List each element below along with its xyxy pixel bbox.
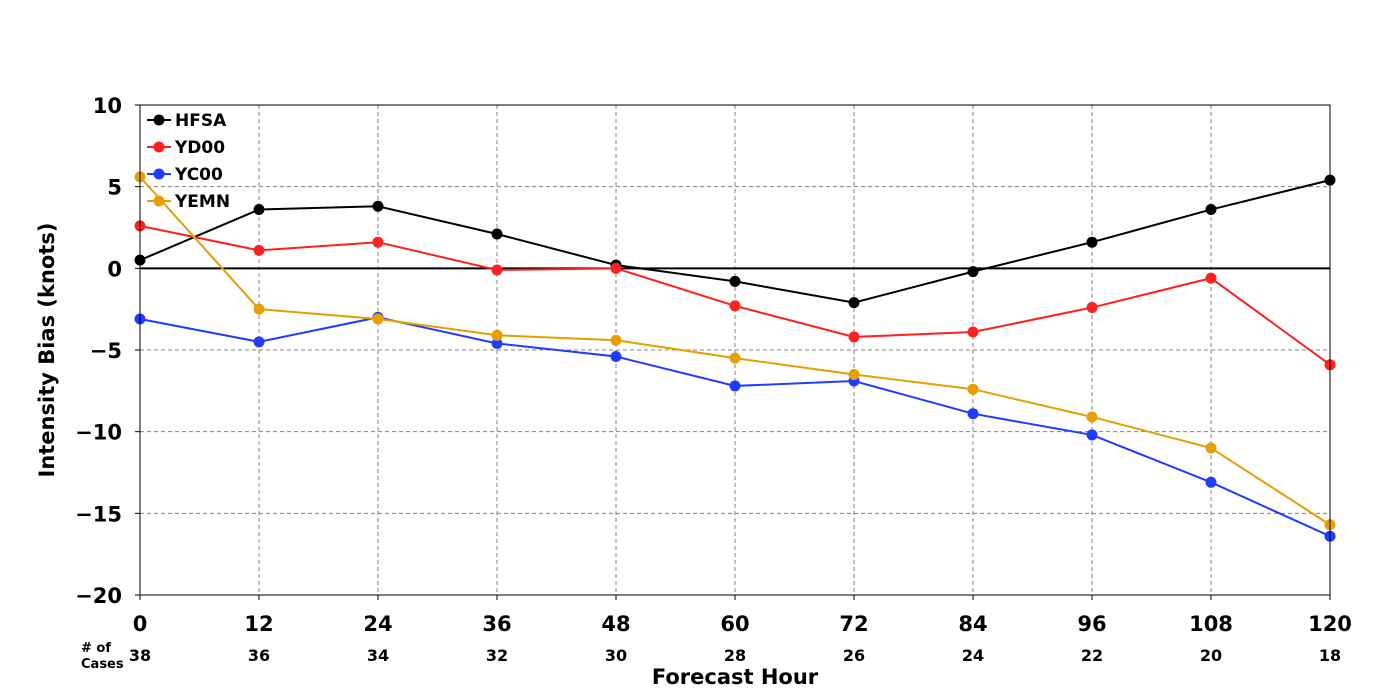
legend-label: YD00 xyxy=(174,138,225,158)
y-tick-label: −20 xyxy=(75,584,122,608)
x-tick-label: 96 xyxy=(1077,612,1106,636)
x-tick-label: 84 xyxy=(958,612,987,636)
data-point xyxy=(491,264,503,276)
data-point xyxy=(967,266,979,278)
data-point xyxy=(729,275,741,287)
x-tick-label: 120 xyxy=(1308,612,1352,636)
case-count-label: 26 xyxy=(843,646,865,665)
y-axis-title: Intensity Bias (knots) xyxy=(35,223,59,478)
y-tick-label: 10 xyxy=(93,94,122,118)
x-tick-label: 48 xyxy=(601,612,630,636)
data-point xyxy=(848,369,860,380)
data-point xyxy=(1086,429,1098,441)
data-point xyxy=(1086,236,1098,248)
data-point xyxy=(967,408,979,420)
data-point xyxy=(1205,476,1217,488)
legend-marker xyxy=(153,168,165,180)
x-tick-label: 36 xyxy=(482,612,511,636)
case-count-label: 20 xyxy=(1200,646,1222,665)
case-count-label: 34 xyxy=(367,646,389,665)
data-point xyxy=(1205,272,1217,284)
x-axis-ticks: 0 12 24 36 48 60 72 84 96 108 120 xyxy=(133,595,1352,636)
data-point xyxy=(967,383,979,395)
x-tick-label: 72 xyxy=(839,612,868,636)
data-point xyxy=(491,329,503,341)
case-count-label: 32 xyxy=(486,646,508,665)
series-group xyxy=(134,171,1336,542)
data-point xyxy=(1205,204,1217,216)
case-count-label: 28 xyxy=(724,646,746,665)
legend-label: YC00 xyxy=(174,165,223,185)
legend-label: HFSA xyxy=(175,111,227,131)
cases-row: # of Cases 38 36 34 32 30 28 26 24 22 20 18 xyxy=(81,641,1341,672)
y-tick-label: 5 xyxy=(107,176,122,200)
data-point xyxy=(729,380,741,392)
legend: HFSA YD00 YC00 YEMN xyxy=(147,111,230,212)
legend-label: YEMN xyxy=(174,192,230,212)
y-tick-label: −10 xyxy=(75,421,122,445)
data-point xyxy=(1205,442,1217,454)
data-point xyxy=(253,204,265,216)
x-tick-label: 60 xyxy=(720,612,749,636)
series-hfsa xyxy=(134,174,1336,309)
legend-marker xyxy=(153,141,165,153)
case-count-label: 22 xyxy=(1081,646,1103,665)
data-point xyxy=(610,334,622,346)
y-axis-ticks: 10 5 0 −5 −10 −15 −20 xyxy=(75,94,140,608)
x-tick-label: 0 xyxy=(133,612,148,636)
data-point xyxy=(729,352,741,364)
case-count-label: 38 xyxy=(129,646,151,665)
data-point xyxy=(1086,411,1098,423)
series-yemn xyxy=(134,171,1336,531)
y-tick-label: −5 xyxy=(90,339,122,363)
data-point xyxy=(1086,302,1098,314)
data-point xyxy=(848,331,860,343)
data-point xyxy=(967,326,979,338)
y-tick-label: −15 xyxy=(75,502,122,526)
case-count-label: 36 xyxy=(248,646,270,665)
x-tick-label: 24 xyxy=(363,612,392,636)
data-point xyxy=(253,244,265,256)
x-axis-title: Forecast Hour xyxy=(652,665,819,689)
data-point xyxy=(848,297,860,309)
data-point xyxy=(491,228,503,240)
case-count-label: 30 xyxy=(605,646,627,665)
data-point xyxy=(729,300,741,312)
legend-marker xyxy=(153,114,165,126)
data-point xyxy=(610,262,622,274)
data-point xyxy=(372,236,384,248)
data-point xyxy=(372,200,384,212)
data-point xyxy=(253,303,265,315)
y-tick-label: 0 xyxy=(107,257,122,281)
data-point xyxy=(372,313,384,325)
cases-label-line1: # of xyxy=(81,641,111,656)
x-tick-label: 108 xyxy=(1189,612,1233,636)
case-count-label: 24 xyxy=(962,646,984,665)
cases-label-line2: Cases xyxy=(81,657,124,672)
x-tick-label: 12 xyxy=(244,612,273,636)
case-count-label: 18 xyxy=(1319,646,1341,665)
legend-marker xyxy=(153,195,165,207)
data-point xyxy=(610,351,622,363)
data-point xyxy=(491,337,503,349)
grid-lines xyxy=(140,105,1330,595)
data-point xyxy=(253,336,265,348)
